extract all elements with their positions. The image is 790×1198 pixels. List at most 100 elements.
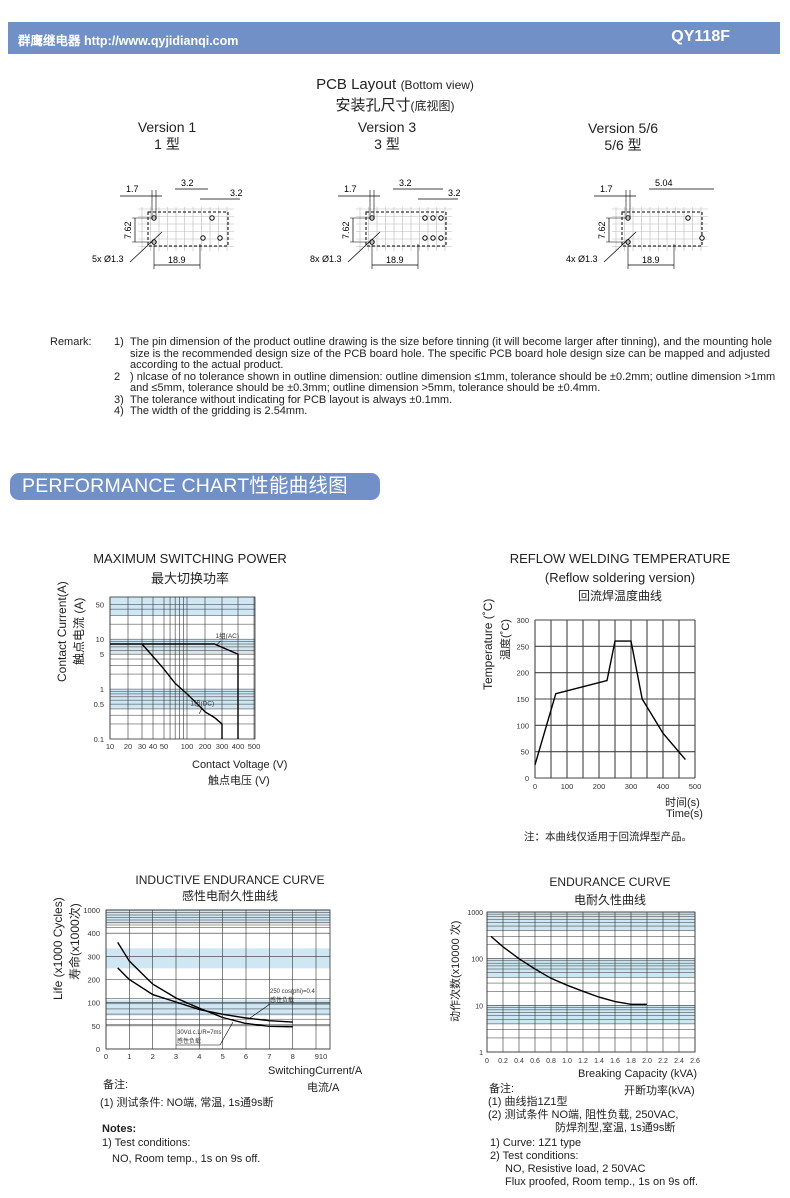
relay-outline bbox=[365, 211, 447, 247]
chart2-xlabel: Time(s) bbox=[666, 808, 703, 820]
y-tick-label: 5 bbox=[100, 650, 104, 659]
chart3-ylabel: Life (x1000 Cycles) bbox=[51, 897, 65, 1000]
leader-line bbox=[129, 231, 163, 263]
y-tick-label: 300 bbox=[516, 616, 529, 625]
series-line-dc bbox=[141, 643, 223, 739]
plot-frame bbox=[486, 911, 696, 1053]
pcb-drawing-version-56: 1.7 5.04 7.62 4x Ø1.3 18.9 bbox=[566, 178, 714, 269]
pin-hole bbox=[430, 215, 436, 221]
chart4-note-cn: (2) 测试条件 NO端, 阻性负载, 250VAC, bbox=[488, 1109, 679, 1121]
y-tick-label: 200 bbox=[87, 976, 100, 985]
annotation-30vdc: 30Vd.c.L/R=7ms bbox=[177, 1030, 222, 1036]
annotation-250vac: 250 cos(phi)=0.4 bbox=[270, 989, 316, 995]
y-tick-label: 1000 bbox=[83, 906, 100, 915]
chart2-subtitle: (Reflow soldering version) bbox=[544, 570, 696, 585]
version-name: Version 5/6 bbox=[587, 120, 659, 136]
chart3-notes-label: Notes: bbox=[102, 1123, 137, 1135]
pcb-title-note: (Bottom view) bbox=[400, 78, 474, 92]
y-tick-label: 300 bbox=[87, 952, 100, 961]
pcb-drawing-version-1: 1.7 3.2 3.2 7.62 5x Ø1.3 18.9 bbox=[92, 178, 243, 269]
y-tick-label: 1 bbox=[100, 685, 104, 694]
chart4-note: 2) Test conditions: bbox=[490, 1150, 579, 1162]
dimension-label: 7.62 bbox=[597, 221, 607, 239]
company-url[interactable]: 群鹰继电器 http://www.qyjidianqi.com bbox=[18, 34, 239, 48]
chart3-notes-cn: (1) 测试条件: NO端, 常温, 1s通9s断 bbox=[100, 1097, 274, 1109]
chart2-ylabel-cn: 温度(˚C) bbox=[500, 619, 512, 660]
x-tick-label: 1.6 bbox=[610, 1058, 620, 1065]
y-tick-label: 50 bbox=[96, 600, 104, 609]
dimension-label: 5x Ø1.3 bbox=[92, 254, 124, 264]
dimension-label: 3.2 bbox=[399, 178, 412, 188]
chart1-title: MAXIMUM SWITCHING POWER bbox=[93, 551, 287, 566]
x-tick-label: 8 bbox=[291, 1052, 295, 1061]
x-tick-label: 1 bbox=[127, 1052, 131, 1061]
leader-line bbox=[347, 231, 381, 263]
x-tick-label: 100 bbox=[561, 782, 574, 791]
remark-number: 3) bbox=[114, 393, 124, 406]
chart3-title: INDUCTIVE ENDURANCE CURVE bbox=[135, 873, 325, 887]
series-label-dc: 1组(DC) bbox=[190, 698, 214, 707]
leader-line bbox=[249, 1003, 271, 1019]
pin-hole bbox=[685, 215, 691, 221]
grid-band bbox=[487, 1005, 695, 1024]
y-tick-label: 100 bbox=[471, 957, 483, 964]
chart3-ylabel-cn: 寿命(x1000次) bbox=[68, 903, 82, 980]
x-tick-label: 1.2 bbox=[578, 1058, 588, 1065]
dimension-label: 4x Ø1.3 bbox=[566, 254, 598, 264]
pcb-drawing-version-3: 1.7 3.2 3.2 7.62 8x Ø1.3 18.9 bbox=[310, 178, 461, 269]
x-tick-label: 30 bbox=[138, 742, 146, 751]
y-tick-label: 0 bbox=[96, 1045, 100, 1054]
leader-line bbox=[603, 231, 637, 263]
x-tick-label: 6 bbox=[244, 1052, 248, 1061]
x-tick-label: 5 bbox=[221, 1052, 225, 1061]
chart3-subtitle: 感性电耐久性曲线 bbox=[181, 889, 278, 903]
dimension-label: 18.9 bbox=[386, 255, 404, 265]
chart4-note-cn: (1) 曲线指1Z1型 bbox=[488, 1096, 568, 1108]
x-tick-label: 910 bbox=[315, 1052, 328, 1061]
x-tick-label: 2.2 bbox=[658, 1058, 668, 1065]
chart2-ylabel: Temperature (˚C) bbox=[481, 598, 495, 690]
version-name: Version 1 bbox=[137, 119, 197, 135]
chart4-notes-cn-label: 备注: bbox=[489, 1083, 515, 1095]
version-56-label: Version 5/6 5/6 型 bbox=[563, 120, 683, 154]
dimension-label: 7.62 bbox=[123, 221, 133, 239]
x-tick-label: 500 bbox=[689, 782, 702, 791]
x-tick-label: 2 bbox=[151, 1052, 155, 1061]
x-tick-label: 200 bbox=[199, 742, 212, 751]
x-tick-label: 40 bbox=[149, 742, 157, 751]
x-tick-label: 0.2 bbox=[498, 1058, 508, 1065]
pcb-title-en: PCB Layout bbox=[316, 76, 397, 93]
chart4-note: 1) Curve: 1Z1 type bbox=[490, 1137, 582, 1149]
version-1-label: Version 1 1 型 bbox=[107, 119, 227, 153]
y-tick-label: 10 bbox=[96, 635, 104, 644]
y-tick-label: 250 bbox=[516, 642, 529, 651]
x-tick-label: 1.0 bbox=[562, 1058, 572, 1065]
series-line-1 bbox=[117, 967, 293, 1023]
series-line-temperature bbox=[534, 640, 686, 765]
x-tick-label: 1.8 bbox=[626, 1058, 636, 1065]
remark-number: 4) bbox=[114, 405, 124, 417]
pcb-title-cn-note: (底视图) bbox=[410, 99, 455, 113]
chart4-note: Flux proofed, Room temp., 1s on 9s off. bbox=[505, 1176, 699, 1188]
leader-line bbox=[215, 640, 221, 646]
chart3-note: 1) Test conditions: bbox=[102, 1137, 191, 1149]
x-tick-label: 400 bbox=[657, 782, 670, 791]
dimension-label: 1.7 bbox=[126, 184, 139, 194]
y-tick-label: 0.1 bbox=[94, 735, 104, 744]
y-tick-label: 100 bbox=[516, 721, 529, 730]
chart3-note: NO, Room temp., 1s on 9s off. bbox=[112, 1153, 261, 1165]
performance-chart-banner: PERFORMANCE CHART性能曲线图 bbox=[10, 473, 380, 500]
x-tick-label: 500 bbox=[248, 742, 261, 751]
chart1-subtitle: 最大切换功率 bbox=[150, 571, 229, 586]
pcb-title: PCB Layout (Bottom view) 安装孔尺寸(底视图) bbox=[0, 76, 790, 115]
x-tick-label: 300 bbox=[216, 742, 229, 751]
model-number: QY118F bbox=[671, 28, 730, 45]
version-name-cn: 1 型 bbox=[154, 136, 180, 152]
y-tick-label: 10 bbox=[475, 1003, 483, 1010]
chart4-subtitle: 电耐久性曲线 bbox=[573, 893, 646, 907]
chart1-xlabel-cn: 触点电压 (V) bbox=[208, 775, 270, 787]
x-tick-label: 0 bbox=[485, 1058, 489, 1065]
chart1-xlabel: Contact Voltage (V) bbox=[192, 759, 288, 771]
chart4-ylabel-cn: 动作次数(x10000 次) bbox=[450, 920, 462, 1022]
grid-band bbox=[106, 910, 330, 924]
